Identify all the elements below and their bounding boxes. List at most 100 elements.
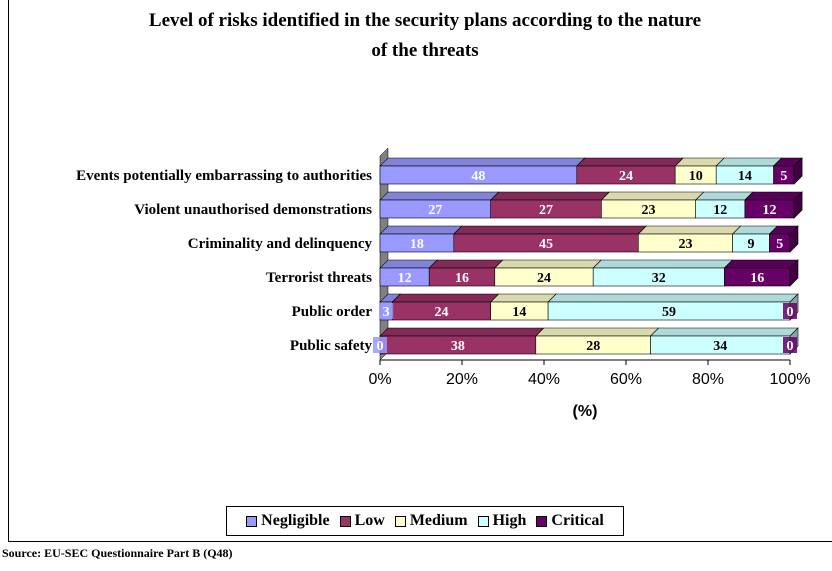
data-label-bg-medium-4 bbox=[508, 303, 531, 319]
data-label-bg-low-2 bbox=[535, 235, 558, 251]
bar-top-medium-3 bbox=[494, 259, 602, 269]
bar-top-medium-2 bbox=[637, 225, 742, 235]
data-label-bg-negligible-3 bbox=[393, 269, 416, 285]
data-label-critical-4: 0 bbox=[787, 305, 794, 320]
data-label-low-3: 16 bbox=[455, 271, 469, 286]
data-label-bg-negligible-2 bbox=[405, 235, 428, 251]
data-label-bg-medium-1 bbox=[637, 201, 660, 217]
bar-top-medium-4 bbox=[489, 293, 557, 303]
data-label-negligible-0: 48 bbox=[471, 169, 485, 184]
legend-swatch-negligible bbox=[246, 515, 258, 527]
data-label-low-4: 24 bbox=[435, 305, 449, 320]
bar-top-negligible-3 bbox=[379, 259, 438, 269]
legend-label-negligible: Negligible bbox=[261, 512, 330, 529]
bar-end-face-3 bbox=[789, 259, 799, 287]
legend-swatch-low bbox=[339, 515, 351, 527]
data-label-bg-critical-0 bbox=[776, 167, 791, 183]
bar-top-negligible-2 bbox=[379, 225, 463, 235]
data-label-bg-critical-4 bbox=[783, 303, 797, 319]
bar-end-face-2 bbox=[789, 225, 799, 253]
data-label-bg-negligible-1 bbox=[424, 201, 447, 217]
x-tick-label-2: 40% bbox=[528, 371, 560, 388]
data-label-critical-2: 5 bbox=[776, 237, 783, 252]
data-label-bg-critical-2 bbox=[772, 235, 787, 251]
legend-item-critical: Critical bbox=[536, 512, 604, 530]
bar-top-medium-1 bbox=[600, 191, 705, 201]
category-label-0: Events potentially embarrassing to autho… bbox=[76, 168, 372, 184]
data-label-medium-2: 23 bbox=[678, 237, 692, 252]
x-tick-label-0: 0% bbox=[368, 371, 391, 388]
data-label-critical-1: 12 bbox=[763, 203, 777, 218]
data-label-bg-high-3 bbox=[647, 269, 670, 285]
bar-top-low-5 bbox=[379, 327, 545, 337]
x-tick-label-5: 100% bbox=[770, 371, 811, 388]
bar-end-face-0 bbox=[793, 157, 803, 185]
data-label-bg-critical-1 bbox=[758, 201, 781, 217]
data-label-medium-1: 23 bbox=[642, 203, 656, 218]
bar-end-face-1 bbox=[793, 191, 803, 219]
data-label-bg-low-1 bbox=[535, 201, 558, 217]
bar-top-critical-3 bbox=[723, 259, 799, 269]
data-label-high-0: 14 bbox=[738, 169, 752, 184]
bar-top-high-3 bbox=[592, 259, 734, 269]
data-label-bg-high-4 bbox=[658, 303, 681, 319]
data-label-critical-3: 16 bbox=[750, 271, 764, 286]
source-note: Source: EU-SEC Questionnaire Part B (Q48… bbox=[2, 546, 233, 560]
data-label-negligible-4: 3 bbox=[383, 305, 390, 320]
legend-label-low: Low bbox=[354, 512, 385, 529]
chart-title: Level of risks identified in the securit… bbox=[60, 6, 790, 66]
legend-label-high: High bbox=[492, 512, 527, 529]
bar-top-low-3 bbox=[428, 259, 504, 269]
data-label-medium-3: 24 bbox=[537, 271, 551, 286]
legend-swatch-high bbox=[477, 515, 489, 527]
data-label-critical-0: 5 bbox=[780, 169, 787, 184]
data-label-bg-low-4 bbox=[430, 303, 453, 319]
data-label-bg-critical-5 bbox=[783, 337, 797, 353]
x-tick-label-1: 20% bbox=[446, 371, 478, 388]
x-tick-label-3: 60% bbox=[610, 371, 642, 388]
data-label-negligible-5: 0 bbox=[377, 339, 384, 354]
category-label-5: Public safety bbox=[290, 338, 373, 354]
data-label-high-2: 9 bbox=[748, 237, 755, 252]
legend-swatch-critical bbox=[536, 515, 548, 527]
data-label-low-5: 38 bbox=[451, 339, 465, 354]
data-label-medium-0: 10 bbox=[689, 169, 703, 184]
bar-top-negligible-0 bbox=[379, 157, 586, 167]
legend: Negligible Low Medium High Critical bbox=[226, 506, 624, 536]
data-label-bg-low-3 bbox=[451, 269, 473, 285]
data-label-bg-medium-2 bbox=[674, 235, 697, 251]
data-label-bg-low-0 bbox=[615, 167, 637, 183]
x-tick-label-4: 80% bbox=[692, 371, 724, 388]
category-label-1: Violent unauthorised demonstrations bbox=[134, 202, 372, 218]
category-label-3: Terrorist threats bbox=[266, 270, 372, 286]
chart-title-line-2: of the threats bbox=[371, 40, 479, 61]
data-label-medium-4: 14 bbox=[512, 305, 526, 320]
bar-top-high-4 bbox=[547, 293, 799, 303]
data-label-high-3: 32 bbox=[652, 271, 666, 286]
data-label-bg-critical-3 bbox=[746, 269, 769, 285]
data-label-bg-high-0 bbox=[733, 167, 756, 183]
legend-label-critical: Critical bbox=[551, 512, 604, 529]
data-label-bg-negligible-4 bbox=[379, 303, 394, 319]
data-label-low-1: 27 bbox=[539, 203, 553, 218]
data-label-medium-5: 28 bbox=[586, 339, 600, 354]
chart-frame bbox=[8, 0, 832, 542]
legend-label-medium: Medium bbox=[409, 512, 468, 529]
data-label-high-5: 34 bbox=[713, 339, 727, 354]
chart-title-line-1: Level of risks identified in the securit… bbox=[148, 10, 702, 31]
data-label-bg-medium-3 bbox=[533, 269, 555, 285]
data-label-negligible-2: 18 bbox=[410, 237, 424, 252]
legend-item-low: Low bbox=[339, 512, 385, 530]
bar-top-negligible-1 bbox=[379, 191, 500, 201]
bar-top-high-0 bbox=[715, 157, 783, 167]
bar-top-high-1 bbox=[694, 191, 754, 201]
data-label-bg-low-5 bbox=[446, 337, 469, 353]
data-label-high-4: 59 bbox=[662, 305, 676, 320]
bar-top-low-2 bbox=[453, 225, 648, 235]
x-axis-title: (%) bbox=[573, 403, 598, 420]
bar-top-low-0 bbox=[576, 157, 684, 167]
bar-top-medium-0 bbox=[674, 157, 725, 167]
data-label-critical-5: 0 bbox=[787, 339, 794, 354]
data-label-bg-high-5 bbox=[709, 337, 732, 353]
